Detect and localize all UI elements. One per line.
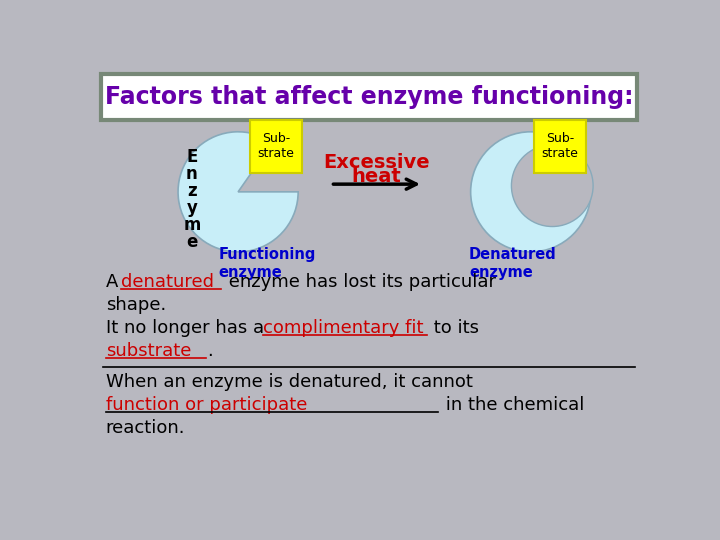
Text: A: A: [106, 273, 124, 291]
Text: Factors that affect enzyme functioning:: Factors that affect enzyme functioning:: [104, 85, 634, 109]
FancyBboxPatch shape: [250, 120, 302, 173]
Text: in the chemical: in the chemical: [440, 396, 584, 414]
Text: y: y: [186, 199, 197, 217]
Wedge shape: [178, 132, 298, 252]
Circle shape: [511, 145, 593, 227]
Text: Sub-
strate: Sub- strate: [257, 132, 294, 160]
Text: shape.: shape.: [106, 296, 166, 314]
Text: Excessive: Excessive: [323, 153, 430, 172]
Text: It no longer has a: It no longer has a: [106, 319, 269, 337]
Text: e: e: [186, 233, 197, 251]
Wedge shape: [471, 132, 590, 252]
Text: to its: to its: [428, 319, 480, 337]
Text: Sub-
strate: Sub- strate: [541, 132, 578, 160]
Text: Functioning
enzyme: Functioning enzyme: [219, 247, 316, 280]
Text: E: E: [186, 148, 197, 166]
FancyBboxPatch shape: [534, 120, 586, 173]
Text: enzyme has lost its particular: enzyme has lost its particular: [222, 273, 495, 291]
Text: function or participate: function or participate: [106, 396, 307, 414]
Text: heat: heat: [352, 167, 402, 186]
Text: substrate: substrate: [106, 342, 191, 360]
Text: When an enzyme is denatured, it cannot: When an enzyme is denatured, it cannot: [106, 373, 472, 391]
Text: .: .: [207, 342, 213, 360]
Text: m: m: [183, 216, 201, 234]
Text: z: z: [187, 182, 197, 200]
Text: denatured: denatured: [121, 273, 214, 291]
Text: reaction.: reaction.: [106, 419, 185, 437]
FancyBboxPatch shape: [101, 74, 637, 120]
Text: complimentary fit: complimentary fit: [263, 319, 423, 337]
Text: Denatured
enzyme: Denatured enzyme: [469, 247, 557, 280]
Text: n: n: [186, 165, 198, 183]
